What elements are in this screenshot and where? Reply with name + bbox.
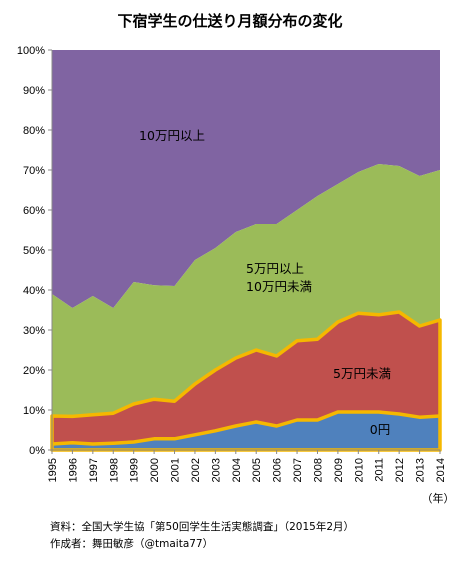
- y-tick-label: 30%: [23, 325, 45, 337]
- y-tick-label: 10%: [23, 405, 45, 417]
- y-tick-label: 40%: [23, 285, 45, 297]
- x-tick-label: 2001: [170, 458, 182, 482]
- x-tick-label: 2006: [272, 458, 284, 482]
- x-tick-label: 2005: [251, 458, 263, 482]
- x-tick-label: 2007: [292, 458, 304, 482]
- axes: [48, 49, 441, 454]
- x-tick-label: 2011: [374, 458, 386, 482]
- x-tick-label: 2008: [312, 458, 324, 482]
- y-tick-label: 0%: [29, 445, 45, 457]
- label-over-100k: 10万円以上: [139, 128, 205, 143]
- outline-zero-yen: [51, 410, 441, 446]
- label-under-50k: 5万円未満: [333, 366, 391, 381]
- y-tick-labels: 0% 10% 20% 30% 40% 50% 60% 70% 80% 90% 100%: [17, 45, 45, 457]
- y-tick-label: 60%: [23, 205, 45, 217]
- x-tick-label: 2000: [149, 458, 161, 482]
- x-tick-label: 2010: [353, 458, 365, 482]
- y-tick-label: 100%: [17, 45, 45, 57]
- area-layers: [50, 50, 442, 452]
- x-tick-labels: 1995 1996 1997 1998 1999 2000 2001 2002 2003 2004…: [47, 458, 447, 482]
- y-tick-label: 50%: [23, 245, 45, 257]
- source-note: 資料：全国大学生協「第50回学生生活実態調査」（2015年2月）: [50, 520, 354, 533]
- x-tick-label: 1998: [108, 458, 120, 482]
- area-50k-to-100k: [52, 164, 440, 417]
- y-tick-label: 20%: [23, 365, 45, 377]
- x-unit-label: （年）: [422, 491, 455, 505]
- author-note: 作成者：舞田敏彦（@tmaita77）: [50, 537, 213, 550]
- x-tick-label: 2013: [415, 458, 427, 482]
- y-tick-label: 70%: [23, 165, 45, 177]
- y-tick-label: 90%: [23, 85, 45, 97]
- x-tick-label: 1999: [129, 458, 141, 482]
- x-tick-label: 1997: [88, 458, 100, 482]
- x-tick-label: 2003: [210, 458, 222, 482]
- x-tick-label: 2002: [190, 458, 202, 482]
- x-tick-label: 2004: [231, 458, 243, 482]
- x-tick-label: 2009: [333, 458, 345, 482]
- y-tick-label: 80%: [23, 125, 45, 137]
- label-zero: 0円: [370, 422, 390, 437]
- x-tick-label: 2014: [435, 458, 447, 482]
- area-over-100k: [52, 50, 440, 308]
- chart-title: 下宿学生の仕送り月額分布の変化: [117, 12, 342, 30]
- outline-under-50k: [50, 310, 442, 452]
- x-tick-label: 2012: [394, 458, 406, 482]
- x-tick-label: 1996: [67, 458, 79, 482]
- x-tick-label: 1995: [47, 458, 59, 482]
- label-50k-100k-line2: 10万円未満: [246, 279, 312, 294]
- label-50k-100k-line1: 5万円以上: [246, 261, 304, 276]
